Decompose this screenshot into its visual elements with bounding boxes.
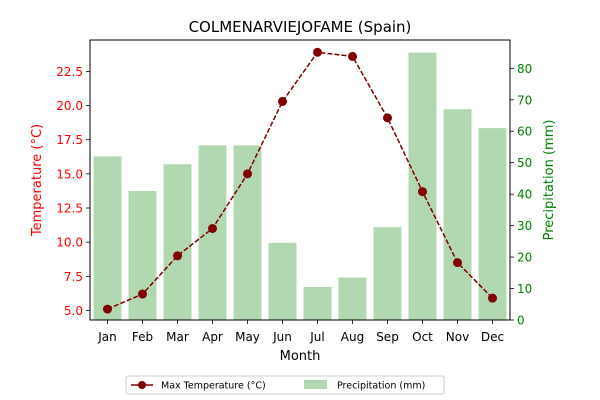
right-tick-label: 0 [517,314,525,328]
left-tick-label: 22.5 [56,65,83,79]
x-axis-label: Month [280,349,321,364]
temperature-point-dec [488,293,497,303]
temperature-point-nov [453,258,462,268]
temperature-point-oct [418,187,427,197]
precipitation-bar-sep [373,227,402,320]
left-axis-label: Temperature (°C) [30,124,45,237]
temperature-point-sep [383,113,392,123]
right-tick-label: 10 [517,282,532,296]
right-axis-ticks: 0 10 20 30 40 50 60 70 80 [510,62,532,328]
legend-box [125,375,445,395]
chart-title: COLMENARVIEJOFAME (Spain) [189,18,412,36]
legend: Max Temperature (°C) Precipitation (mm) [125,375,445,395]
precipitation-bar-aug [338,277,367,320]
legend-label-temperature: Max Temperature (°C) [161,381,266,392]
temperature-point-jan [103,304,112,314]
temperature-point-feb [138,289,147,299]
precipitation-bar-oct [408,52,437,320]
temperature-point-mar [173,251,182,261]
temperature-point-aug [348,51,357,61]
x-tick-label: Nov [446,330,469,344]
x-axis-ticks: Jan Feb Mar Apr May Jun Jul Aug Sep Oct Nov Dec [97,320,504,344]
plot-frame [89,39,511,321]
x-tick-label: Aug [341,330,364,344]
precipitation-bar-jan [93,156,122,320]
left-tick-label: 15.0 [56,167,83,181]
legend-label-precipitation: Precipitation (mm) [337,381,425,392]
left-axis-ticks: 5.0 7.5 10.0 12.5 15.0 17.5 20.0 22.5 [56,65,90,318]
x-tick-label: Mar [166,330,189,344]
right-tick-label: 40 [517,188,532,202]
temperature-point-jun [278,96,287,106]
temperature-point-may [243,169,252,179]
x-tick-label: Feb [132,330,153,344]
precipitation-bars [93,52,507,321]
x-tick-label: Dec [481,330,504,344]
right-tick-label: 60 [517,125,532,139]
precipitation-bar-dec [478,128,507,320]
left-tick-label: 20.0 [56,99,83,113]
right-tick-label: 50 [517,156,532,170]
temperature-point-apr [208,223,217,233]
right-tick-label: 30 [517,219,532,233]
precipitation-bar-mar [163,164,192,320]
x-tick-label: Oct [412,330,433,344]
precipitation-bar-nov [443,109,472,321]
x-tick-label: Jun [272,330,292,344]
x-tick-label: Sep [376,330,399,344]
left-tick-label: 7.5 [64,270,83,284]
left-tick-label: 17.5 [56,133,83,147]
precipitation-bar-feb [128,191,157,320]
right-tick-label: 20 [517,251,532,265]
legend-bar-swatch [304,380,327,389]
temperature-point-jul [313,47,322,57]
temperature-line [103,47,497,314]
right-tick-label: 70 [517,93,532,107]
x-tick-label: May [235,330,260,344]
x-tick-label: Apr [202,330,223,344]
x-tick-label: Jan [97,330,117,344]
legend-line-marker [138,381,146,389]
precipitation-bar-jul [303,286,332,320]
right-axis-label: Precipitation (mm) [542,120,557,241]
temperature-line-path [107,51,494,310]
x-tick-label: Jul [309,330,324,344]
left-tick-label: 10.0 [56,236,83,250]
left-tick-label: 12.5 [56,202,83,216]
left-tick-label: 5.0 [64,304,83,318]
precipitation-bar-jun [268,242,297,320]
right-tick-label: 80 [517,62,532,76]
